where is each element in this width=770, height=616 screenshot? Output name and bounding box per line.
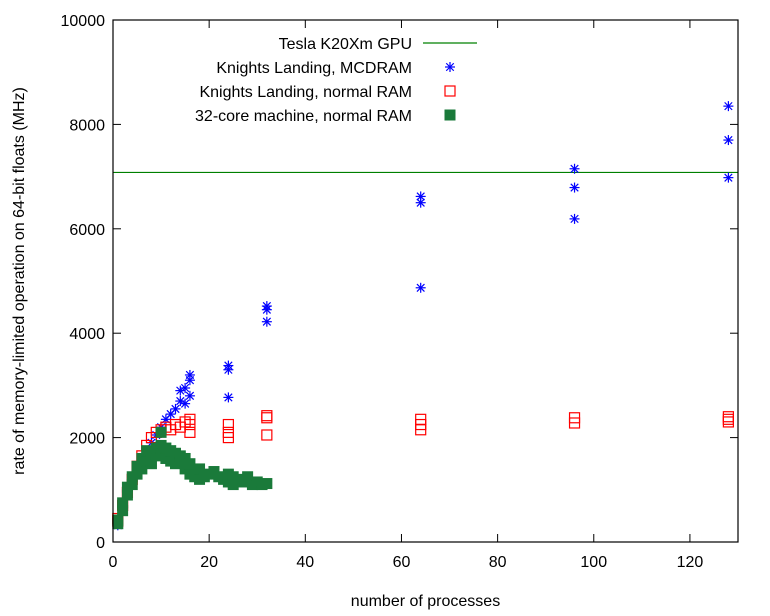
data-point — [184, 413, 196, 425]
data-point — [184, 426, 196, 438]
legend-label: Knights Landing, normal RAM — [199, 84, 412, 101]
legend-swatch-marker — [444, 109, 456, 121]
x-tick-label: 20 — [200, 554, 218, 571]
data-point — [569, 213, 580, 224]
data-point — [415, 191, 426, 202]
x-tick-label: 100 — [580, 554, 607, 571]
legend-label: Tesla K20Xm GPU — [279, 36, 412, 53]
legend-swatch-marker — [444, 85, 456, 97]
legend-label: 32-core machine, normal RAM — [195, 108, 412, 125]
data-point — [222, 418, 234, 431]
y-tick-label: 6000 — [69, 222, 105, 239]
legend-label: Knights Landing, MCDRAM — [216, 60, 412, 77]
data-marks — [112, 101, 738, 531]
y-tick-label: 4000 — [69, 326, 105, 343]
x-tick-label: 80 — [489, 554, 507, 571]
y-tick-label: 8000 — [69, 117, 105, 134]
data-point — [415, 413, 427, 425]
data-point — [722, 411, 734, 423]
data-point — [223, 360, 234, 371]
data-point — [569, 163, 580, 174]
x-tick-label: 0 — [109, 554, 118, 571]
data-point — [223, 392, 234, 403]
x-tick-label: 120 — [677, 554, 704, 571]
data-point — [568, 412, 581, 424]
x-tick-label: 40 — [296, 554, 314, 571]
x-tick-label: 60 — [393, 554, 411, 571]
x-axis-label: number of processes — [351, 593, 500, 610]
data-point — [723, 135, 734, 146]
y-axis-label: rate of memory-limited operation on 64-b… — [11, 87, 28, 475]
axes: 0 20 40 60 80 100 120 0 2000 4000 6000 8000 10000 — [61, 13, 738, 571]
data-point — [184, 458, 196, 470]
data-point — [155, 426, 167, 438]
data-point — [180, 383, 191, 394]
series-filled-square — [112, 426, 273, 530]
y-tick-label: 2000 — [69, 431, 105, 448]
data-point — [170, 403, 181, 414]
plot-frame — [112, 19, 739, 543]
data-point — [180, 398, 191, 409]
data-point — [261, 410, 273, 422]
data-point — [261, 429, 273, 441]
data-point — [723, 172, 734, 183]
data-point — [723, 101, 734, 112]
y-tick-label: 0 — [96, 535, 105, 552]
data-point — [184, 390, 195, 401]
data-point — [261, 301, 272, 312]
data-point — [112, 514, 124, 526]
data-point — [261, 316, 272, 327]
legend: Tesla K20Xm GPU Knights Landing, MCDRAM Kn… — [195, 36, 477, 125]
data-point — [569, 182, 580, 193]
legend-swatch-marker — [445, 62, 455, 72]
data-point — [184, 369, 195, 380]
y-tick-label: 10000 — [61, 13, 106, 30]
data-point — [415, 282, 426, 293]
data-point — [222, 426, 234, 438]
data-point — [261, 478, 273, 490]
